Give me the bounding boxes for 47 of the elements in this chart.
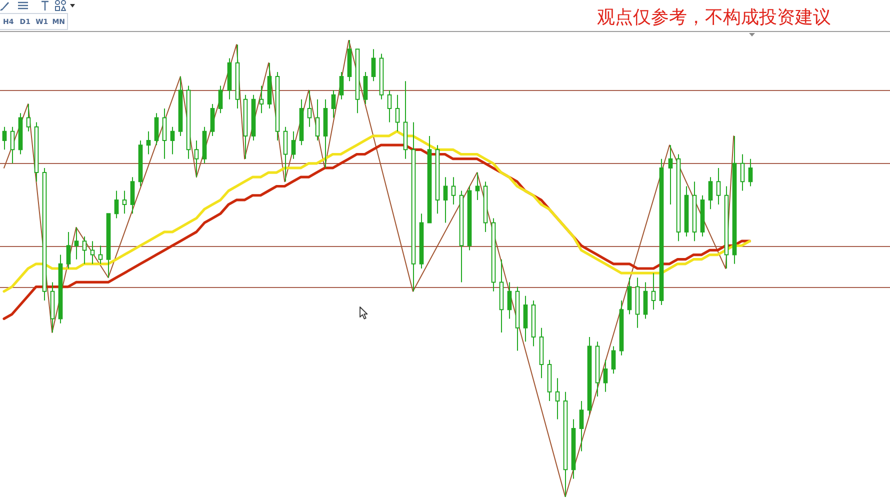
candlestick — [475, 172, 480, 200]
candlestick — [154, 112, 159, 146]
candlestick — [26, 103, 31, 132]
candlestick — [82, 236, 87, 264]
candlestick — [307, 90, 312, 128]
candlestick — [451, 176, 456, 206]
candlestick — [579, 400, 584, 452]
candlestick — [643, 282, 648, 320]
candlestick — [748, 158, 753, 187]
candlestick — [339, 71, 344, 100]
candlestick — [371, 48, 376, 82]
candlestick — [90, 240, 95, 264]
candlestick — [210, 103, 215, 136]
candlestick — [146, 130, 151, 155]
text: 观点仅参考，不构成投资建议 — [597, 7, 831, 29]
candlestick — [162, 108, 167, 160]
candlestick — [218, 85, 223, 114]
candlestick — [194, 140, 199, 178]
candlestick — [651, 272, 656, 310]
candlestick — [130, 176, 135, 214]
candlestick — [611, 346, 616, 374]
candlestick — [114, 190, 119, 219]
candlestick — [708, 176, 713, 210]
candlestick — [2, 126, 7, 150]
candlestick — [122, 190, 127, 214]
candlestick — [291, 130, 296, 160]
candlestick — [98, 245, 103, 264]
candlestick — [331, 90, 336, 118]
candlestick — [555, 378, 560, 420]
candlestick — [668, 144, 673, 206]
candlestick — [523, 295, 528, 342]
candlestick — [627, 277, 632, 315]
candlestick — [395, 94, 400, 132]
candlestick — [259, 85, 264, 114]
candlestick — [283, 126, 288, 182]
candlestick — [387, 90, 392, 123]
candlestick — [10, 126, 15, 164]
candlestick — [74, 226, 79, 260]
candlestick — [603, 359, 608, 392]
candlestick — [716, 167, 721, 206]
candlestick — [443, 176, 448, 224]
candlestick — [363, 71, 368, 104]
candlestick — [507, 282, 512, 320]
candlestick — [740, 154, 745, 192]
candlestick — [66, 231, 71, 269]
candlestick — [315, 98, 320, 142]
candlestick — [170, 126, 175, 155]
